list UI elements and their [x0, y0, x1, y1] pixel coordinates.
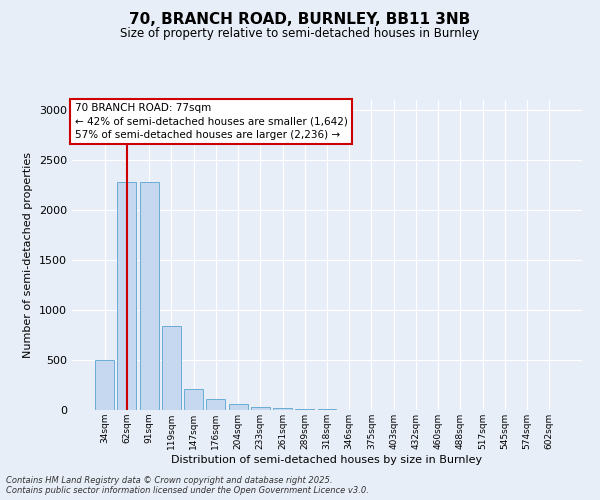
Bar [162, 326, 181, 410]
Bar [251, 407, 270, 410]
Text: Contains HM Land Registry data © Crown copyright and database right 2025.
Contai: Contains HM Land Registry data © Crown c… [6, 476, 369, 495]
Bar [229, 404, 248, 410]
Text: 70, BRANCH ROAD, BURNLEY, BB11 3NB: 70, BRANCH ROAD, BURNLEY, BB11 3NB [130, 12, 470, 28]
Bar [317, 409, 337, 410]
Text: Size of property relative to semi-detached houses in Burnley: Size of property relative to semi-detach… [121, 28, 479, 40]
Bar [140, 182, 158, 410]
Y-axis label: Number of semi-detached properties: Number of semi-detached properties [23, 152, 34, 358]
Bar [273, 408, 292, 410]
Bar [206, 399, 225, 410]
Bar [95, 360, 114, 410]
Bar [118, 182, 136, 410]
Bar [184, 389, 203, 410]
X-axis label: Distribution of semi-detached houses by size in Burnley: Distribution of semi-detached houses by … [172, 454, 482, 464]
Text: 70 BRANCH ROAD: 77sqm
← 42% of semi-detached houses are smaller (1,642)
57% of s: 70 BRANCH ROAD: 77sqm ← 42% of semi-deta… [74, 103, 347, 140]
Bar [295, 409, 314, 410]
